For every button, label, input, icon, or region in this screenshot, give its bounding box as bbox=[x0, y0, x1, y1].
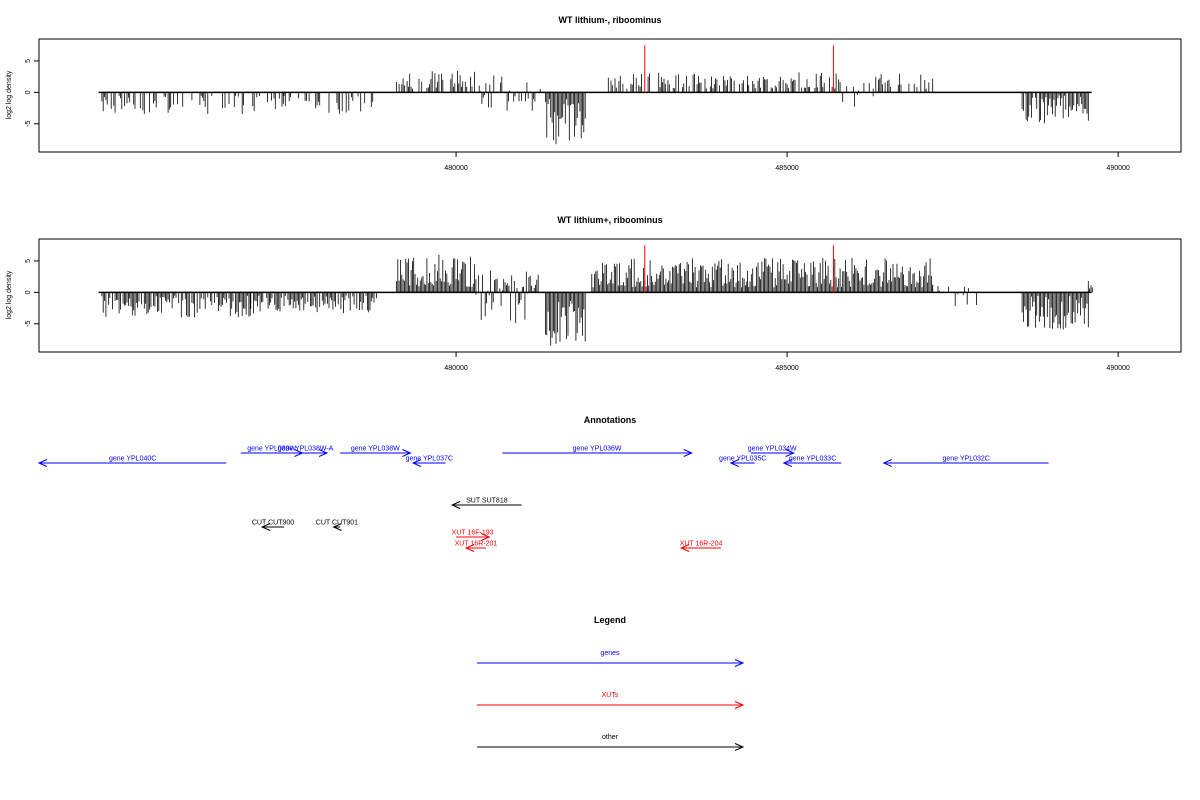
legend: Legend genes XUTs other bbox=[477, 615, 745, 751]
x-tick-label: 485000 bbox=[775, 165, 798, 172]
feature-gene: gene YPL038W bbox=[340, 446, 412, 457]
feature-arrow-head bbox=[402, 449, 412, 457]
y-tick-label: 0 bbox=[25, 90, 32, 94]
feature-label: XUT 16F-193 bbox=[452, 530, 494, 537]
feature-gene: gene YPL034W bbox=[748, 446, 797, 457]
feature-arrow-head bbox=[332, 523, 342, 531]
marker-lines bbox=[644, 245, 834, 293]
y-tick-label: -5 bbox=[25, 121, 32, 127]
feature-label: XUT 16R-204 bbox=[680, 541, 723, 548]
feature-xut: XUT 16R-201 bbox=[455, 541, 498, 552]
feature-gene: gene YPL035C bbox=[719, 456, 766, 467]
feature-arrow-head bbox=[729, 459, 740, 467]
legend-item-xut: XUTs bbox=[477, 692, 745, 709]
feature-arrow-head bbox=[785, 449, 795, 457]
feature-label: XUT 16R-201 bbox=[455, 541, 498, 548]
feature-label: gene YPL039W bbox=[247, 446, 296, 453]
coverage-panel-lithium-minus: WT lithium-, riboominus log2 log density… bbox=[6, 15, 1182, 172]
x-tick-label: 485000 bbox=[775, 365, 798, 372]
feature-xut: XUT 16R-204 bbox=[679, 541, 723, 552]
x-tick-label: 490000 bbox=[1106, 165, 1129, 172]
legend-item-gene: genes bbox=[477, 650, 745, 667]
feature-gene: gene YPL038W-A bbox=[278, 446, 334, 457]
annotations-title: Annotations bbox=[584, 415, 637, 425]
legend-arrow-head bbox=[734, 743, 745, 751]
y-tick-label: -5 bbox=[25, 321, 32, 327]
legend-label: other bbox=[602, 734, 619, 741]
axis-ticks: 480000 485000 490000 5 0 -5 bbox=[25, 259, 1130, 372]
legend-label: genes bbox=[600, 650, 620, 657]
feature-label: gene YPL040C bbox=[109, 456, 156, 463]
feature-label: gene YPL034W bbox=[748, 446, 797, 453]
feature-arrow-head bbox=[450, 501, 461, 509]
feature-label: gene YPL037C bbox=[406, 456, 453, 463]
feature-arrow-head bbox=[411, 459, 422, 467]
feature-gene: gene YPL032C bbox=[882, 456, 1049, 467]
coverage-bars bbox=[98, 70, 1092, 145]
y-tick-label: 0 bbox=[25, 290, 32, 294]
feature-arrow-head bbox=[464, 544, 475, 552]
axis-ticks: 480000 485000 490000 5 0 -5 bbox=[25, 59, 1130, 172]
y-axis-label: log2 log density bbox=[6, 270, 13, 319]
feature-label: CUT CUT901 bbox=[316, 520, 358, 527]
feature-other: SUT SUT818 bbox=[450, 498, 522, 509]
coverage-bars bbox=[98, 254, 1093, 346]
legend-title: Legend bbox=[594, 615, 626, 625]
feature-gene: gene YPL037C bbox=[406, 456, 453, 467]
feature-xut: XUT 16F-193 bbox=[452, 530, 494, 541]
legend-label: XUTs bbox=[602, 692, 619, 699]
feature-gene: gene YPL040C bbox=[37, 456, 227, 467]
feature-label: gene YPL032C bbox=[942, 456, 989, 463]
legend-arrow-head bbox=[734, 659, 745, 667]
plot-frame bbox=[38, 238, 1182, 353]
x-tick-label: 480000 bbox=[444, 365, 467, 372]
feature-arrow-head bbox=[782, 459, 792, 467]
feature-label: gene YPL035C bbox=[719, 456, 766, 463]
feature-label: SUT SUT818 bbox=[466, 498, 508, 505]
feature-other: CUT CUT901 bbox=[316, 520, 358, 531]
feature-gene: gene YPL036W bbox=[502, 446, 694, 457]
feature-arrow-head bbox=[318, 449, 329, 457]
feature-arrow-head bbox=[683, 449, 694, 457]
y-tick-label: 5 bbox=[25, 259, 32, 263]
legend-arrow-head bbox=[734, 701, 745, 709]
feature-arrow-head bbox=[679, 544, 690, 552]
feature-gene: gene YPL033C bbox=[782, 456, 842, 467]
feature-arrow-head bbox=[882, 459, 892, 467]
feature-label: gene YPL036W bbox=[573, 446, 622, 453]
feature-other: CUT CUT900 bbox=[252, 520, 294, 531]
legend-items: genes XUTs other bbox=[477, 650, 745, 751]
feature-arrow-head bbox=[480, 533, 491, 541]
x-tick-label: 480000 bbox=[444, 165, 467, 172]
feature-arrow-head bbox=[37, 459, 48, 467]
feature-label: gene YPL038W-A bbox=[278, 446, 334, 453]
feature-label: gene YPL033C bbox=[789, 456, 836, 463]
coverage-panel-lithium-plus: WT lithium+, riboominus log2 log density… bbox=[6, 215, 1182, 372]
panel-title: WT lithium+, riboominus bbox=[557, 215, 662, 225]
x-tick-label: 490000 bbox=[1106, 365, 1129, 372]
panel-title: WT lithium-, riboominus bbox=[559, 15, 662, 25]
y-tick-label: 5 bbox=[25, 59, 32, 63]
feature-label: CUT CUT900 bbox=[252, 520, 294, 527]
legend-item-other: other bbox=[477, 734, 745, 751]
y-axis-label: log2 log density bbox=[6, 70, 13, 119]
feature-label: gene YPL038W bbox=[351, 446, 400, 453]
plot-frame bbox=[38, 38, 1182, 153]
feature-arrow-head bbox=[260, 523, 271, 531]
marker-lines bbox=[644, 45, 834, 93]
